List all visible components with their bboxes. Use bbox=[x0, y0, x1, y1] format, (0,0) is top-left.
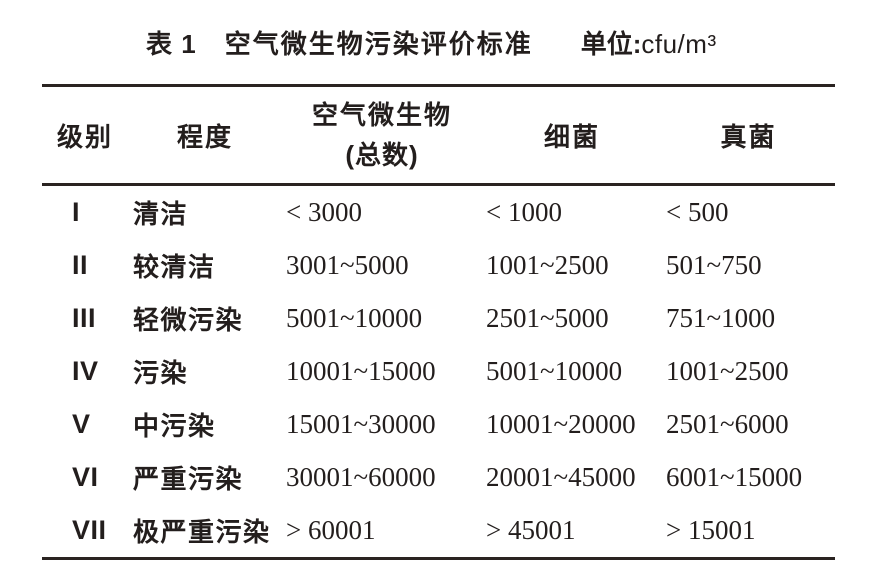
total-microbes-cell: 5001~10000 bbox=[286, 303, 423, 333]
fungi-cell: 2501~6000 bbox=[666, 409, 789, 439]
grade-cell: VII bbox=[72, 515, 107, 545]
total-microbes-cell: < 3000 bbox=[286, 197, 362, 227]
table-row: V 中污染 15001~30000 10001~20000 2501~6000 bbox=[42, 398, 835, 451]
table-header-row: 级别 程度 空气微生物 (总数) 细菌 真菌 bbox=[42, 87, 835, 186]
degree-cell: 极严重污染 bbox=[133, 517, 271, 547]
header-total-line1: 空气微生物 bbox=[311, 100, 452, 130]
table-row: VII 极严重污染 > 60001 > 45001 > 15001 bbox=[42, 504, 835, 557]
degree-cell: 清洁 bbox=[133, 199, 189, 229]
total-microbes-cell: 15001~30000 bbox=[286, 409, 436, 439]
bacteria-cell: 2501~5000 bbox=[486, 303, 609, 333]
header-total-microbes: 空气微生物 (总数) bbox=[282, 95, 482, 175]
standards-table: 级别 程度 空气微生物 (总数) 细菌 真菌 I 清洁 < 3000 < 100… bbox=[42, 84, 835, 560]
table-row: III 轻微污染 5001~10000 2501~5000 751~1000 bbox=[42, 292, 835, 345]
unit-label: 单位: bbox=[580, 29, 642, 59]
table-title: 空气微生物污染评价标准 bbox=[224, 29, 533, 59]
fungi-cell: 1001~2500 bbox=[666, 356, 789, 386]
fungi-cell: 751~1000 bbox=[666, 303, 776, 333]
fungi-cell: 501~750 bbox=[666, 250, 762, 280]
table-row: II 较清洁 3001~5000 1001~2500 501~750 bbox=[42, 239, 835, 292]
grade-cell: IV bbox=[72, 356, 99, 386]
header-bacteria: 细菌 bbox=[543, 121, 600, 152]
grade-cell: III bbox=[72, 303, 97, 333]
unit-value: cfu/m³ bbox=[641, 29, 717, 59]
grade-cell: VI bbox=[72, 462, 99, 492]
table-caption: 表 1 空气微生物污染评价标准 单位:cfu/m³ bbox=[0, 24, 878, 61]
total-microbes-cell: > 60001 bbox=[286, 515, 376, 545]
degree-cell: 严重污染 bbox=[133, 464, 244, 494]
table-row: IV 污染 10001~15000 5001~10000 1001~2500 bbox=[42, 345, 835, 398]
header-total-line2: (总数) bbox=[345, 140, 419, 170]
total-microbes-cell: 10001~15000 bbox=[286, 356, 436, 386]
header-fungi: 真菌 bbox=[720, 121, 777, 152]
degree-cell: 污染 bbox=[133, 358, 189, 388]
bacteria-cell: < 1000 bbox=[486, 197, 562, 227]
grade-cell: V bbox=[72, 409, 91, 439]
total-microbes-cell: 30001~60000 bbox=[286, 462, 436, 492]
table-unit: 单位:cfu/m³ bbox=[581, 24, 717, 61]
degree-cell: 中污染 bbox=[133, 411, 216, 441]
grade-cell: I bbox=[72, 197, 81, 227]
table-row: I 清洁 < 3000 < 1000 < 500 bbox=[42, 186, 835, 239]
bacteria-cell: 1001~2500 bbox=[486, 250, 609, 280]
table-body: I 清洁 < 3000 < 1000 < 500 II 较清洁 3001~500… bbox=[42, 186, 835, 557]
bacteria-cell: > 45001 bbox=[486, 515, 576, 545]
degree-cell: 轻微污染 bbox=[133, 305, 244, 335]
fungi-cell: < 500 bbox=[666, 197, 729, 227]
bacteria-cell: 5001~10000 bbox=[486, 356, 623, 386]
table-row: VI 严重污染 30001~60000 20001~45000 6001~150… bbox=[42, 451, 835, 504]
total-microbes-cell: 3001~5000 bbox=[286, 250, 409, 280]
bacteria-cell: 20001~45000 bbox=[486, 462, 636, 492]
degree-cell: 较清洁 bbox=[133, 252, 216, 282]
grade-cell: II bbox=[72, 250, 89, 280]
fungi-cell: > 15001 bbox=[666, 515, 756, 545]
header-degree: 程度 bbox=[176, 121, 233, 152]
table-number-label: 表 1 bbox=[146, 29, 197, 59]
fungi-cell: 6001~15000 bbox=[666, 462, 803, 492]
header-grade: 级别 bbox=[56, 121, 113, 152]
bacteria-cell: 10001~20000 bbox=[486, 409, 636, 439]
